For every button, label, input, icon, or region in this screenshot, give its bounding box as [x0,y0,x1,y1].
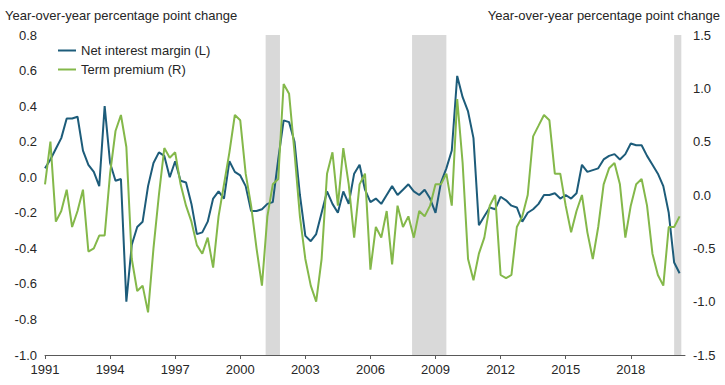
svg-text:1994: 1994 [96,362,125,377]
svg-text:0.2: 0.2 [19,134,37,149]
svg-text:0.0: 0.0 [19,170,37,185]
svg-text:0.8: 0.8 [19,28,37,43]
svg-text:-0.4: -0.4 [15,241,37,256]
svg-text:1.5: 1.5 [693,28,711,43]
svg-text:0.4: 0.4 [19,99,37,114]
svg-text:0.6: 0.6 [19,63,37,78]
svg-text:-0.2: -0.2 [15,205,37,220]
svg-text:2003: 2003 [291,362,320,377]
svg-text:Term premium (R): Term premium (R) [81,62,186,77]
svg-text:0.5: 0.5 [693,134,711,149]
svg-text:Year-over-year percentage poin: Year-over-year percentage point change [5,8,237,23]
svg-text:2015: 2015 [551,362,580,377]
svg-text:2000: 2000 [226,362,255,377]
svg-text:1997: 1997 [161,362,190,377]
svg-text:-1.0: -1.0 [693,294,715,309]
svg-text:0.0: 0.0 [693,188,711,203]
svg-text:-1.0: -1.0 [15,348,37,363]
svg-text:1991: 1991 [31,362,60,377]
svg-text:2018: 2018 [616,362,645,377]
svg-text:2006: 2006 [356,362,385,377]
svg-text:Year-over-year percentage poin: Year-over-year percentage point change [488,8,720,23]
svg-text:2009: 2009 [421,362,450,377]
svg-text:1.0: 1.0 [693,81,711,96]
svg-text:Net interest margin (L): Net interest margin (L) [81,43,210,58]
svg-text:-1.5: -1.5 [693,348,715,363]
svg-text:-0.8: -0.8 [15,312,37,327]
svg-text:2012: 2012 [486,362,515,377]
svg-text:-0.5: -0.5 [693,241,715,256]
svg-text:-0.6: -0.6 [15,276,37,291]
